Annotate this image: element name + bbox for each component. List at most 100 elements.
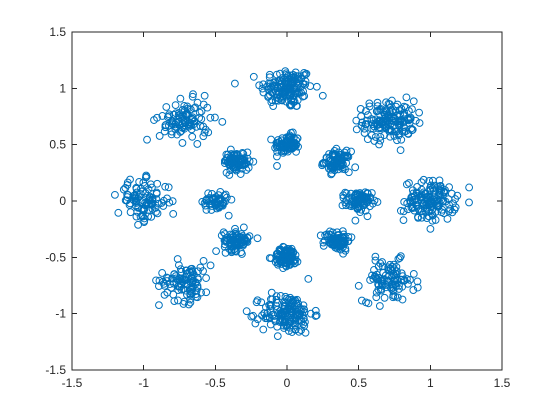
scatter-point	[226, 145, 235, 154]
scatter-point	[152, 208, 160, 216]
scatter-point	[255, 81, 264, 90]
scatter-point	[134, 220, 142, 229]
scatter-point	[393, 100, 402, 109]
scatter-point	[165, 110, 174, 119]
scatter-point	[144, 212, 153, 221]
x-tick-label: -0.5	[205, 376, 226, 390]
scatter-point	[188, 132, 197, 141]
scatter-point	[190, 104, 198, 113]
scatter-point	[326, 230, 335, 239]
scatter-point	[338, 163, 347, 172]
scatter-point	[206, 261, 215, 270]
scatter-point	[267, 98, 276, 107]
scatter-point	[352, 189, 360, 198]
scatter-point	[162, 103, 171, 111]
scatter-point	[304, 274, 313, 283]
scatter-point	[344, 237, 353, 246]
scatter-point	[242, 307, 251, 316]
scatter-point	[334, 240, 343, 249]
scatter-point	[360, 192, 369, 201]
scatter-point	[143, 135, 151, 144]
scatter-point	[221, 248, 230, 257]
scatter-point	[287, 96, 295, 105]
scatter-point	[376, 132, 385, 141]
scatter-point	[395, 106, 404, 114]
scatter-point	[180, 121, 189, 130]
scatter-point	[167, 130, 176, 139]
scatter-point	[402, 93, 411, 102]
scatter-point	[173, 255, 182, 263]
scatter-point	[366, 193, 375, 202]
scatter-point	[132, 184, 141, 193]
y-tick-label: 0	[59, 194, 66, 208]
scatter-point	[414, 212, 422, 221]
scatter-point	[282, 84, 291, 92]
scatter-point	[136, 190, 145, 198]
scatter-point	[273, 249, 282, 258]
scatter-point	[362, 194, 370, 202]
scatter-point	[286, 248, 295, 257]
scatter-point	[272, 302, 281, 310]
scatter-point	[132, 199, 140, 207]
scatter-point	[178, 139, 187, 147]
scatter-point	[395, 254, 404, 262]
scatter-point	[311, 312, 320, 320]
scatter-point	[176, 94, 185, 103]
scatter-point	[434, 196, 443, 204]
scatter-point	[429, 195, 438, 204]
scatter-point	[122, 196, 131, 205]
scatter-point	[360, 129, 369, 137]
scatter-point	[211, 113, 219, 122]
scatter-point	[153, 179, 162, 188]
scatter-point	[333, 239, 342, 248]
scatter-point	[403, 114, 412, 123]
scatter-point	[431, 216, 440, 224]
scatter-point	[371, 133, 380, 141]
scatter-point	[152, 276, 160, 285]
x-tick-label: -1.5	[62, 376, 83, 390]
scatter-point	[398, 295, 407, 304]
scatter-point	[269, 102, 278, 111]
scatter-point	[155, 301, 163, 310]
scatter-point	[441, 186, 449, 194]
scatter-point	[406, 114, 415, 123]
scatter-point	[352, 125, 361, 134]
scatter-point	[384, 266, 393, 275]
scatter-point	[173, 130, 181, 139]
scatter-point	[406, 276, 414, 284]
scatter-point	[404, 116, 413, 125]
scatter-point	[270, 312, 279, 320]
scatter-point	[144, 185, 153, 194]
scatter-point	[419, 175, 428, 184]
scatter-point	[361, 193, 370, 202]
scatter-point	[232, 166, 241, 175]
x-tick-label: -1	[138, 376, 149, 390]
scatter-point	[366, 276, 375, 284]
scatter-point	[239, 239, 248, 248]
scatter-point	[426, 181, 435, 190]
scatter-point	[285, 310, 294, 319]
scatter-point	[396, 110, 404, 119]
scatter-point	[329, 158, 338, 167]
scatter-point	[227, 195, 236, 204]
scatter-point	[415, 119, 424, 127]
scatter-point	[195, 108, 204, 117]
scatter-point	[297, 326, 306, 334]
scatter-point	[220, 191, 229, 200]
scatter-point	[344, 152, 353, 161]
scatter-point	[295, 311, 304, 320]
scatter-point	[294, 72, 303, 81]
scatter-point	[385, 271, 394, 280]
scatter-point	[372, 270, 381, 279]
scatter-point	[212, 247, 221, 256]
scatter-point	[285, 258, 294, 266]
scatter-point	[389, 291, 398, 300]
scatter-point	[282, 69, 291, 78]
scatter-point	[384, 263, 393, 272]
scatter-point	[188, 92, 197, 101]
scatter-point	[425, 197, 434, 206]
scatter-point	[327, 170, 336, 179]
scatter-point	[155, 132, 164, 140]
scatter-point	[276, 316, 285, 325]
